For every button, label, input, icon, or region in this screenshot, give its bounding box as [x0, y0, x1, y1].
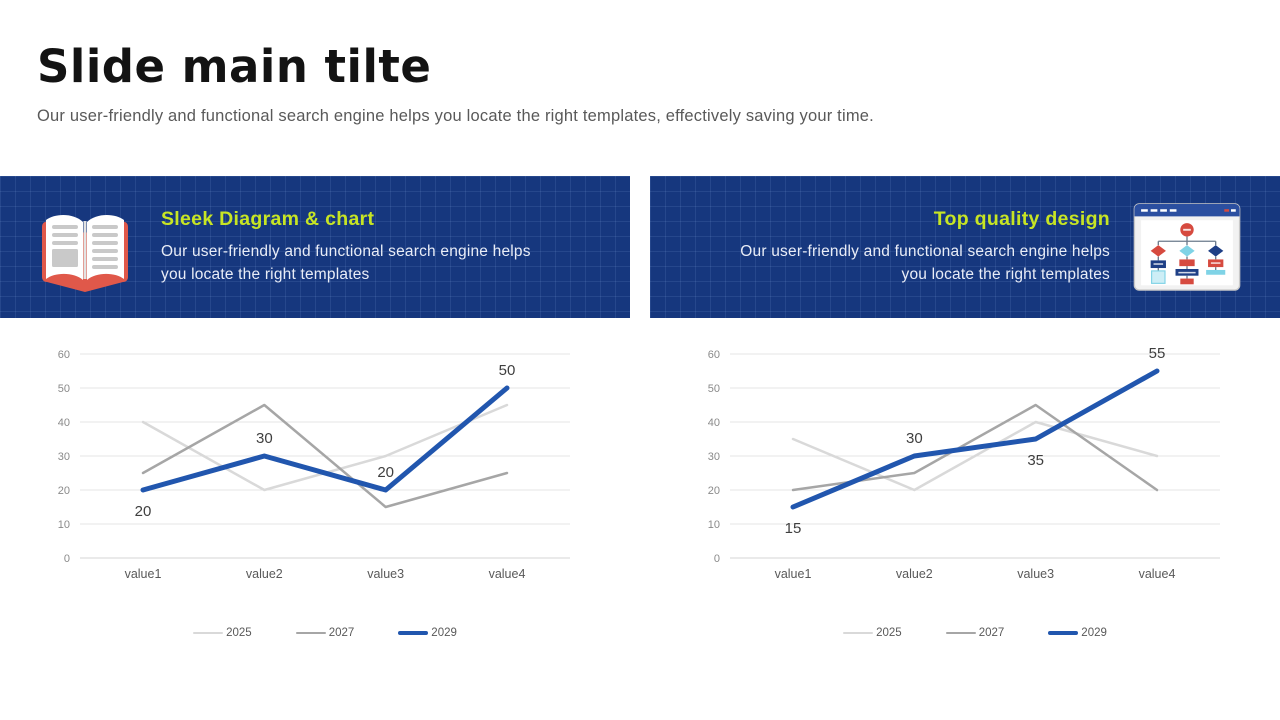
- legend-swatch: [1048, 631, 1079, 635]
- series-line-2027: [141, 403, 509, 509]
- x-category-label: value2: [246, 567, 283, 581]
- x-category-label: value4: [489, 567, 526, 581]
- legend-label: 2027: [328, 627, 355, 639]
- x-category-label: value4: [1139, 567, 1176, 581]
- banner-body-line1: Our user-friendly and functional search …: [740, 243, 1110, 260]
- line-chart-right-svg: 0 10 20 30 40 50 60 value1 value2 value3 value4 15 3…: [708, 345, 1220, 581]
- chart-legend: 2025 2027 2029: [690, 627, 1260, 639]
- slide-header: Slide main tilte Our user-friendly and f…: [37, 40, 1237, 126]
- x-category-label: value2: [896, 567, 933, 581]
- banner-heading: Top quality design: [933, 208, 1110, 230]
- data-point-label: 50: [499, 362, 516, 379]
- legend-swatch: [193, 632, 224, 634]
- y-tick-label: 20: [708, 485, 720, 497]
- legend-label: 2029: [431, 627, 457, 639]
- x-category-label: value3: [367, 567, 404, 581]
- legend-label: 2029: [1081, 627, 1107, 639]
- line-chart-right: 0 10 20 30 40 50 60 value1 value2 value3 value4 15 3…: [690, 338, 1260, 639]
- chart-legend: 2025 2027 2029: [40, 627, 610, 639]
- series-line-2029: [790, 368, 1160, 510]
- banner-body: Our user-friendly and functional search …: [161, 240, 531, 286]
- y-tick-label: 30: [708, 451, 720, 463]
- data-point-label: 35: [1027, 452, 1044, 469]
- legend-item-2027: 2027: [295, 627, 355, 639]
- y-tick-label: 60: [58, 349, 70, 361]
- banner-body-line2: you locate the right templates: [161, 266, 370, 283]
- legend-swatch: [295, 632, 326, 634]
- legend-label: 2025: [226, 627, 252, 639]
- banner-body-line1: Our user-friendly and functional search …: [161, 243, 531, 260]
- y-tick-label: 10: [708, 519, 720, 531]
- y-tick-label: 50: [708, 383, 720, 395]
- legend-swatch: [843, 632, 874, 634]
- y-tick-label: 40: [708, 417, 720, 429]
- data-point-label: 20: [377, 464, 394, 481]
- page-title: Slide main tilte: [37, 40, 432, 93]
- line-chart-left-svg: 0 10 20 30 40 50 60 value1 value2 value3 value4 20 3…: [58, 349, 570, 581]
- open-book-icon: [33, 195, 137, 299]
- legend-label: 2027: [978, 627, 1005, 639]
- banner-sleek-diagram: Sleek Diagram & chart Our user-friendly …: [0, 176, 630, 318]
- banner-body-line2: you locate the right templates: [901, 266, 1110, 283]
- banner-heading: Sleek Diagram & chart: [161, 208, 375, 230]
- x-category-label: value1: [125, 567, 162, 581]
- legend-item-2025: 2025: [193, 627, 252, 639]
- legend-item-2029: 2029: [398, 627, 457, 639]
- page-subtitle: Our user-friendly and functional search …: [37, 107, 874, 125]
- data-point-label: 30: [906, 430, 923, 447]
- data-point-label: 55: [1149, 345, 1166, 362]
- banner-text-block: Sleek Diagram & chart Our user-friendly …: [161, 208, 531, 286]
- legend-item-2025: 2025: [843, 627, 902, 639]
- y-tick-label: 30: [58, 451, 70, 463]
- y-tick-label: 10: [58, 519, 70, 531]
- data-point-label: 15: [785, 520, 802, 537]
- flowchart-window-icon: [1132, 203, 1242, 291]
- data-point-label: 20: [135, 503, 152, 520]
- y-tick-label: 60: [708, 349, 720, 361]
- y-tick-label: 20: [58, 485, 70, 497]
- x-category-label: value3: [1017, 567, 1054, 581]
- banner-text-block: Top quality design Our user-friendly and…: [740, 208, 1110, 286]
- legend-swatch: [945, 632, 976, 634]
- data-point-label: 30: [256, 430, 273, 447]
- banner-body: Our user-friendly and functional search …: [740, 240, 1110, 286]
- y-tick-label: 0: [64, 553, 70, 565]
- series-line-2029: [140, 385, 510, 493]
- legend-label: 2025: [876, 627, 902, 639]
- x-category-label: value1: [775, 567, 812, 581]
- banner-top-quality: Top quality design Our user-friendly and…: [650, 176, 1280, 318]
- y-tick-label: 0: [714, 553, 720, 565]
- y-tick-label: 40: [58, 417, 70, 429]
- line-chart-left: 0 10 20 30 40 50 60 value1 value2 value3 value4 20 3…: [40, 338, 610, 639]
- y-tick-label: 50: [58, 383, 70, 395]
- legend-item-2027: 2027: [945, 627, 1005, 639]
- series-line-2025: [791, 420, 1159, 492]
- legend-swatch: [398, 631, 429, 635]
- legend-item-2029: 2029: [1048, 627, 1107, 639]
